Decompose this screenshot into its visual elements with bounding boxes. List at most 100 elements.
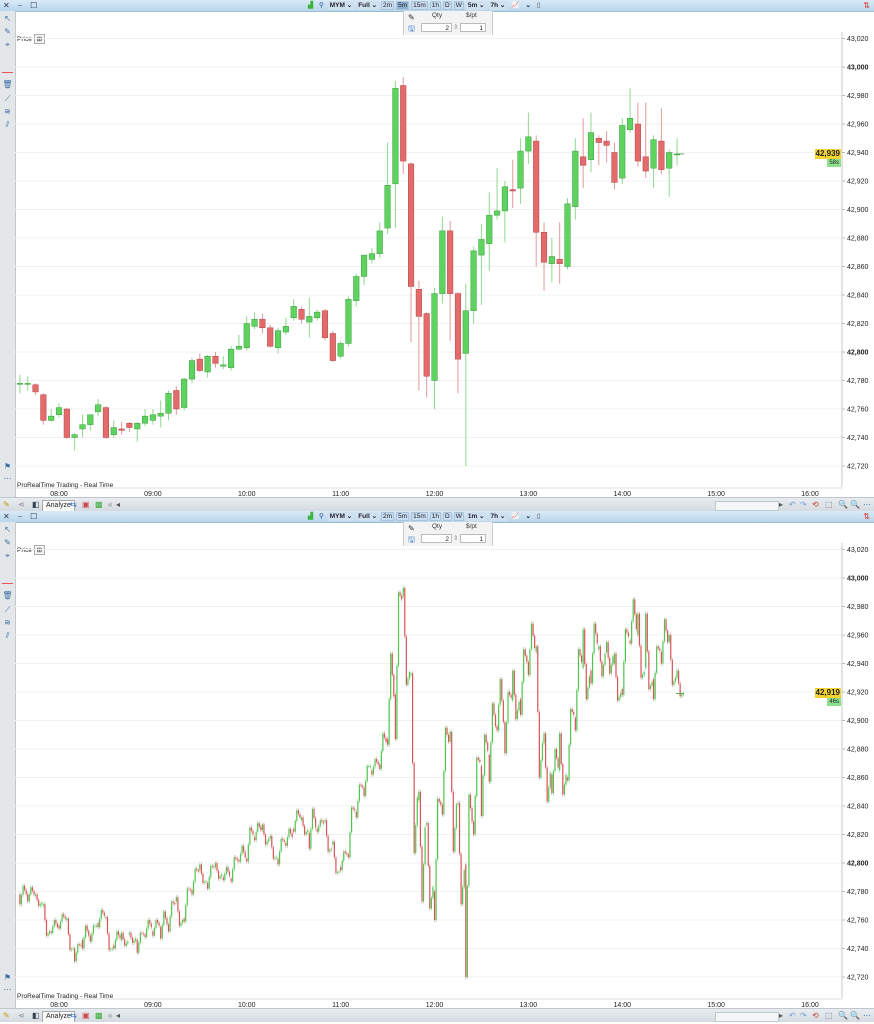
mode-dropdown[interactable]: Full ⌄ (356, 512, 380, 521)
draw-icon[interactable]: ✎ (3, 1011, 10, 1020)
analyze-button[interactable]: Analyze (42, 500, 75, 511)
indicators-dropdown-icon[interactable]: ⌄ (525, 2, 531, 9)
more-tools-icon[interactable]: ⋯ (3, 985, 12, 994)
more-tools-icon[interactable]: ⋯ (3, 474, 12, 483)
pointer-icon[interactable]: ↖ (4, 525, 11, 534)
zoom-area-icon[interactable]: ⬚ (825, 1011, 833, 1020)
candle-down (585, 664, 587, 700)
alert-icon[interactable]: ⚑ (3, 973, 12, 982)
fibonacci-icon[interactable]: ≋ (4, 618, 11, 627)
info-icon[interactable]: ▯ (536, 2, 541, 9)
timeframe-button-W[interactable]: W (453, 512, 464, 521)
ppt-input[interactable]: 1 (460, 23, 486, 32)
scroll-left-fast-icon[interactable]: « (108, 500, 113, 509)
color-icon[interactable]: ▩ (95, 1011, 103, 1020)
trash-icon[interactable]: 🗑 (2, 80, 13, 89)
period-dropdown[interactable]: 7h ⌄ (488, 1, 508, 10)
timeframe-button-D[interactable]: D (442, 512, 452, 521)
share-icon[interactable]: ⋖ (18, 1011, 25, 1020)
timeframe-button-2m[interactable]: 2m (381, 1, 395, 10)
analyze-icon[interactable]: ◧ (32, 500, 40, 509)
analyze-icon[interactable]: ◧ (32, 1011, 40, 1020)
fibonacci-icon[interactable]: ≋ (4, 107, 11, 116)
indicators-dropdown-icon[interactable]: ⌄ (525, 513, 531, 520)
zoom-area-icon[interactable]: ⬚ (825, 500, 833, 509)
scroll-left-fast-icon[interactable]: « (108, 1011, 113, 1020)
zoom-cursor-icon[interactable]: ⌖ (5, 551, 10, 560)
window-controls[interactable]: ✕ ⎯ ☐ (3, 1, 41, 10)
chart-style-icon[interactable]: ▟ (308, 513, 313, 520)
info-icon[interactable]: ▯ (536, 513, 541, 520)
reset-zoom-icon[interactable]: ⟲ (812, 1011, 819, 1020)
draw-icon[interactable]: ✎ (3, 500, 10, 509)
undo-icon[interactable]: ↶ (789, 500, 796, 509)
pin-icon[interactable]: ⚲ (319, 513, 324, 520)
zoom-in-icon[interactable]: 🔍 (850, 1011, 860, 1020)
edit-order-icon[interactable]: ✎ (408, 524, 415, 533)
ppt-input[interactable]: 1 (460, 534, 486, 543)
interval-dropdown[interactable]: 5m ⌄ (465, 1, 487, 10)
pencil-icon[interactable]: ✎ (4, 538, 11, 547)
timeframe-button-W[interactable]: W (453, 1, 464, 10)
trendline-icon[interactable]: ⟋ (4, 605, 11, 614)
instrument-dropdown[interactable]: MYM ⌄ (327, 1, 355, 10)
pin-icon[interactable]: ⚲ (319, 2, 324, 9)
mode-dropdown[interactable]: Full ⌄ (356, 1, 380, 10)
timeframe-button-5m[interactable]: 5m (396, 1, 410, 10)
timeframe-button-5m[interactable]: 5m (396, 512, 410, 521)
qty-input[interactable]: 2 (421, 534, 452, 543)
alert-icon[interactable]: ⚑ (3, 462, 12, 471)
reset-zoom-icon[interactable]: ⟲ (812, 500, 819, 509)
redo-icon[interactable]: ↷ (800, 500, 807, 509)
scroll-left-icon[interactable]: ◂ (116, 500, 121, 509)
zoom-in-icon[interactable]: 🔍 (850, 500, 860, 509)
indicators-icon[interactable]: 📈 (511, 513, 520, 520)
chart-style-icon[interactable]: ▟ (308, 2, 313, 9)
timeframe-button-15m[interactable]: 15m (411, 1, 428, 10)
more-options-icon[interactable]: ⋯ (863, 500, 871, 509)
redo-icon[interactable]: ↷ (800, 1011, 807, 1020)
more-options-icon[interactable]: ⋯ (863, 1011, 871, 1020)
channel-icon[interactable]: ⫽ (5, 631, 10, 640)
edit-order-icon[interactable]: ✎ (408, 13, 415, 22)
zoom-out-icon[interactable]: 🔍 (838, 1011, 848, 1020)
save-icon[interactable]: 🖫 (408, 535, 415, 544)
color-icon[interactable]: ▩ (95, 500, 103, 509)
zoom-cursor-icon[interactable]: ⌖ (5, 40, 10, 49)
horizontal-scrollbar[interactable] (715, 1012, 779, 1022)
price-chart[interactable]: 43,020 43,000 42,980 42,960 42,940 42,920 42,9… (0, 511, 874, 1008)
channel-icon[interactable]: ⫽ (5, 120, 10, 129)
timeframe-button-2m[interactable]: 2m (381, 512, 395, 521)
timeframe-button-1h[interactable]: 1h (429, 512, 441, 521)
refresh-icon[interactable]: ⇆ (70, 1011, 77, 1020)
pointer-icon[interactable]: ↖ (4, 14, 11, 23)
share-icon[interactable]: ⋖ (18, 500, 25, 509)
analyze-button[interactable]: Analyze (42, 1011, 75, 1022)
trash-icon[interactable]: 🗑 (2, 591, 13, 600)
screenshot-icon[interactable]: ▣ (82, 1011, 90, 1020)
instrument-dropdown[interactable]: MYM ⌄ (327, 512, 355, 521)
qty-stepper[interactable]: ⇕ (453, 535, 459, 542)
refresh-icon[interactable]: ⇆ (70, 500, 77, 509)
save-icon[interactable]: 🖫 (408, 24, 415, 33)
scroll-right-icon[interactable]: ▸ (779, 500, 784, 509)
indicators-icon[interactable]: 📈 (511, 2, 520, 9)
window-controls[interactable]: ✕ ⎯ ☐ (3, 512, 41, 521)
trendline-icon[interactable]: ⟋ (4, 94, 11, 103)
scroll-right-icon[interactable]: ▸ (779, 1011, 784, 1020)
time-tick-label: 14:00 (613, 491, 631, 497)
interval-dropdown[interactable]: 1m ⌄ (465, 512, 487, 521)
screenshot-icon[interactable]: ▣ (82, 500, 90, 509)
horizontal-scrollbar[interactable] (715, 501, 779, 511)
timeframe-button-D[interactable]: D (442, 1, 452, 10)
timeframe-button-15m[interactable]: 15m (411, 512, 428, 521)
timeframe-button-1h[interactable]: 1h (429, 1, 441, 10)
qty-input[interactable]: 2 (421, 23, 452, 32)
undo-icon[interactable]: ↶ (789, 1011, 796, 1020)
price-chart[interactable]: 43,020 43,000 42,980 42,960 42,940 42,920 42,9… (0, 0, 874, 497)
period-dropdown[interactable]: 7h ⌄ (488, 512, 508, 521)
zoom-out-icon[interactable]: 🔍 (838, 500, 848, 509)
pencil-icon[interactable]: ✎ (4, 27, 11, 36)
scroll-left-icon[interactable]: ◂ (116, 1011, 121, 1020)
qty-stepper[interactable]: ⇕ (453, 24, 459, 31)
